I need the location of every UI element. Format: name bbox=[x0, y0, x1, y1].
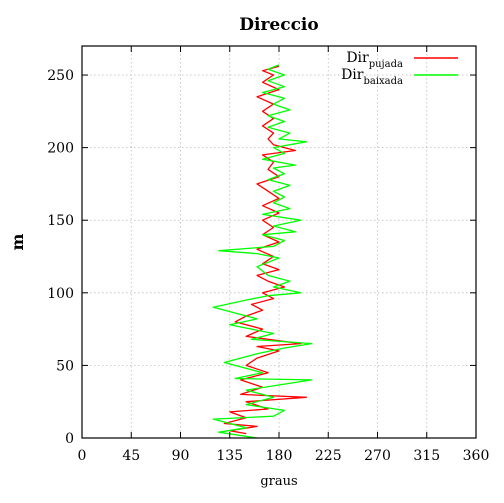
x-tick-label: 270 bbox=[364, 448, 391, 464]
x-tick-label: 135 bbox=[216, 448, 243, 464]
y-tick-label: 200 bbox=[47, 141, 74, 157]
y-axis-label: m bbox=[8, 233, 27, 250]
y-tick-label: 50 bbox=[56, 358, 74, 374]
x-tick-label: 0 bbox=[78, 448, 87, 464]
chart-title: Direccio bbox=[239, 15, 318, 35]
axis-ticks: 0 45 90 135 180 225 270 315 360 0 50 100 150 200 250 bbox=[47, 46, 489, 464]
y-tick-label: 250 bbox=[47, 68, 74, 84]
series-layer bbox=[212, 64, 313, 439]
y-tick-label: 150 bbox=[47, 213, 74, 229]
x-tick-label: 360 bbox=[463, 448, 490, 464]
x-tick-label: 315 bbox=[413, 448, 440, 464]
x-tick-label: 45 bbox=[122, 448, 140, 464]
x-tick-label: 225 bbox=[315, 448, 342, 464]
x-axis-label: graus bbox=[260, 474, 297, 489]
series-line-baixada bbox=[212, 64, 313, 439]
y-tick-label: 100 bbox=[47, 286, 74, 302]
legend-label-pujada: Dirpujada bbox=[346, 50, 403, 70]
x-tick-label: 90 bbox=[172, 448, 190, 464]
legend-label-baixada: Dirbaixada bbox=[341, 67, 403, 87]
x-tick-label: 180 bbox=[266, 448, 293, 464]
y-tick-label: 0 bbox=[65, 431, 74, 447]
